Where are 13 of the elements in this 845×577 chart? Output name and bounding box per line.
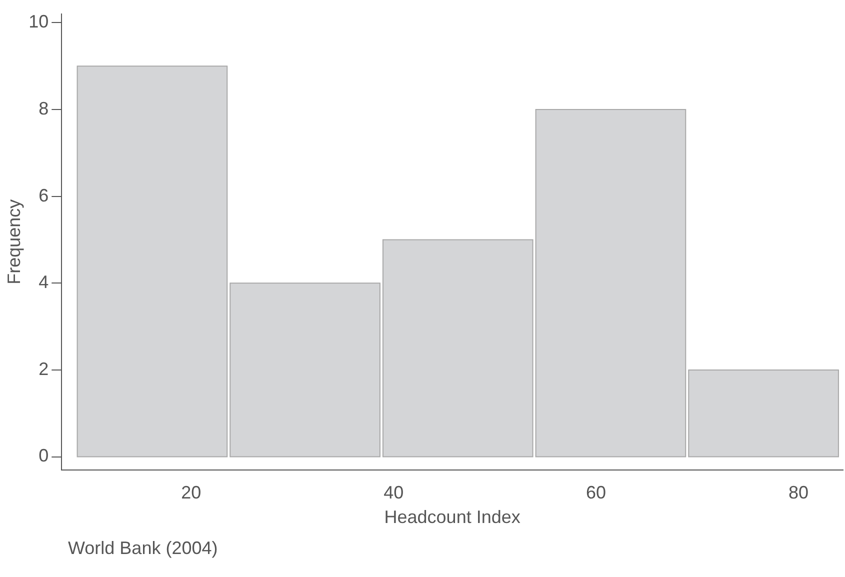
x-tick-label: 80	[788, 482, 808, 503]
y-tick-label: 0	[38, 446, 49, 466]
y-tick-label: 4	[38, 272, 49, 292]
y-tick-label: 2	[38, 358, 49, 379]
x-axis-title: Headcount Index	[384, 507, 520, 528]
y-tick-label: 6	[38, 185, 49, 206]
y-tick-label: 8	[38, 98, 49, 118]
x-tick-label: 60	[586, 482, 606, 503]
y-tick-label: 10	[28, 12, 49, 32]
x-tick-label: 40	[384, 482, 404, 503]
text: World Bank (2004)	[68, 538, 218, 559]
x-tick-label: 20	[181, 482, 202, 503]
y-axis-title: Frequency	[4, 199, 24, 284]
